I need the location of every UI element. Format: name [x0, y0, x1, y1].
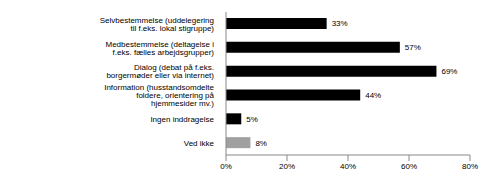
svg-text:Dialog (debat på f.eks.borgerm: Dialog (debat på f.eks.borgermøder eller…: [106, 63, 214, 80]
svg-text:69%: 69%: [441, 67, 457, 76]
svg-text:44%: 44%: [365, 91, 381, 100]
svg-text:60%: 60%: [401, 162, 417, 171]
svg-text:Ingen inddragelse: Ingen inddragelse: [150, 115, 214, 124]
svg-text:5%: 5%: [246, 115, 258, 124]
svg-text:Selvbestemmelse (uddelegeringt: Selvbestemmelse (uddelegeringtil f.eks. …: [100, 16, 215, 33]
svg-text:40%: 40%: [340, 162, 356, 171]
svg-text:33%: 33%: [332, 19, 348, 28]
svg-text:57%: 57%: [405, 43, 421, 52]
svg-text:0%: 0%: [220, 162, 232, 171]
svg-text:Medbestemmelse (deltagelse if.: Medbestemmelse (deltagelse if.eks. fælle…: [106, 40, 215, 57]
svg-text:80%: 80%: [462, 162, 478, 171]
svg-text:20%: 20%: [279, 162, 295, 171]
svg-text:Information (husstandsomdeltef: Information (husstandsomdeltefoldere, or…: [104, 83, 214, 108]
svg-text:8%: 8%: [255, 139, 267, 148]
svg-text:Ved ikke: Ved ikke: [184, 139, 215, 148]
